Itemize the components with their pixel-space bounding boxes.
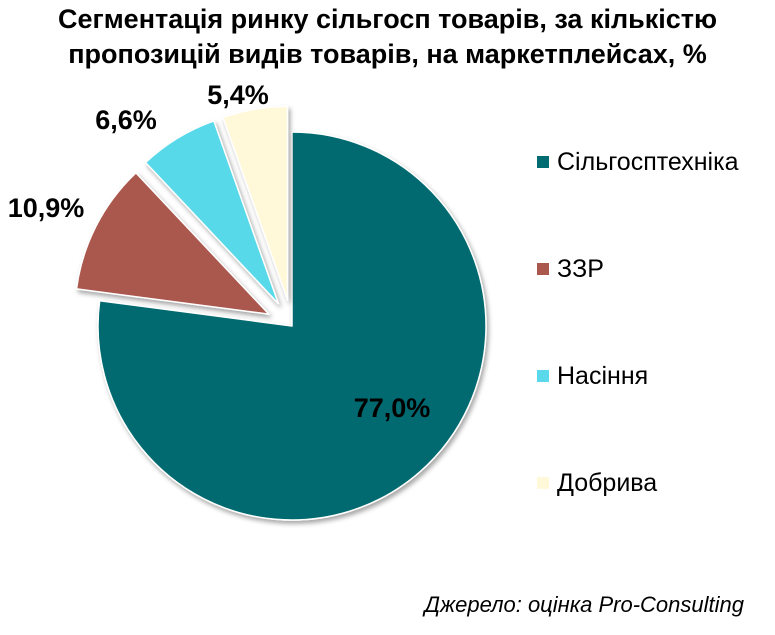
- pie-slices: [75, 105, 487, 521]
- legend-swatch: [537, 156, 549, 168]
- data-label-dobryva: 5,4%: [207, 80, 269, 110]
- pie-slice-nasinnia: [144, 120, 280, 305]
- legend-label: Сільгосптехніка: [557, 147, 739, 176]
- legend-item-silhosptekhnika: Сільгосптехніка: [537, 142, 739, 182]
- legend-swatch: [537, 263, 549, 275]
- chart-title-line-2: пропозицій видів товарів, на маркетплейс…: [68, 39, 707, 69]
- chart-title: Сегментація ринку сільгосп товарів, за к…: [0, 2, 775, 72]
- legend-label: Насіння: [557, 361, 649, 390]
- data-label-silhosptekhnika: 77,0%: [354, 393, 431, 423]
- pie-slice-silhosptekhnika: [97, 131, 487, 521]
- legend-swatch: [537, 477, 549, 489]
- legend-label: Добрива: [557, 468, 658, 497]
- pie-data-labels: 77,0% 10,9% 6,6% 5,4%: [8, 80, 431, 423]
- legend: Сільгосптехніка ЗЗР Насіння Добрива: [537, 142, 739, 570]
- legend-item-zzr: ЗЗР: [537, 249, 739, 289]
- legend-item-dobryva: Добрива: [537, 463, 739, 503]
- data-label-nasinnia: 6,6%: [95, 105, 157, 135]
- chart-title-line-1: Сегментація ринку сільгосп товарів, за к…: [57, 4, 718, 34]
- pie-slice-zzr: [75, 172, 270, 315]
- legend-item-nasinnia: Насіння: [537, 356, 739, 396]
- legend-label: ЗЗР: [557, 254, 604, 283]
- source-note: Джерело: оцінка Pro-Consulting: [424, 592, 744, 617]
- legend-swatch: [537, 370, 549, 382]
- data-label-zzr: 10,9%: [8, 193, 85, 223]
- pie-slice-dobryva: [222, 105, 289, 302]
